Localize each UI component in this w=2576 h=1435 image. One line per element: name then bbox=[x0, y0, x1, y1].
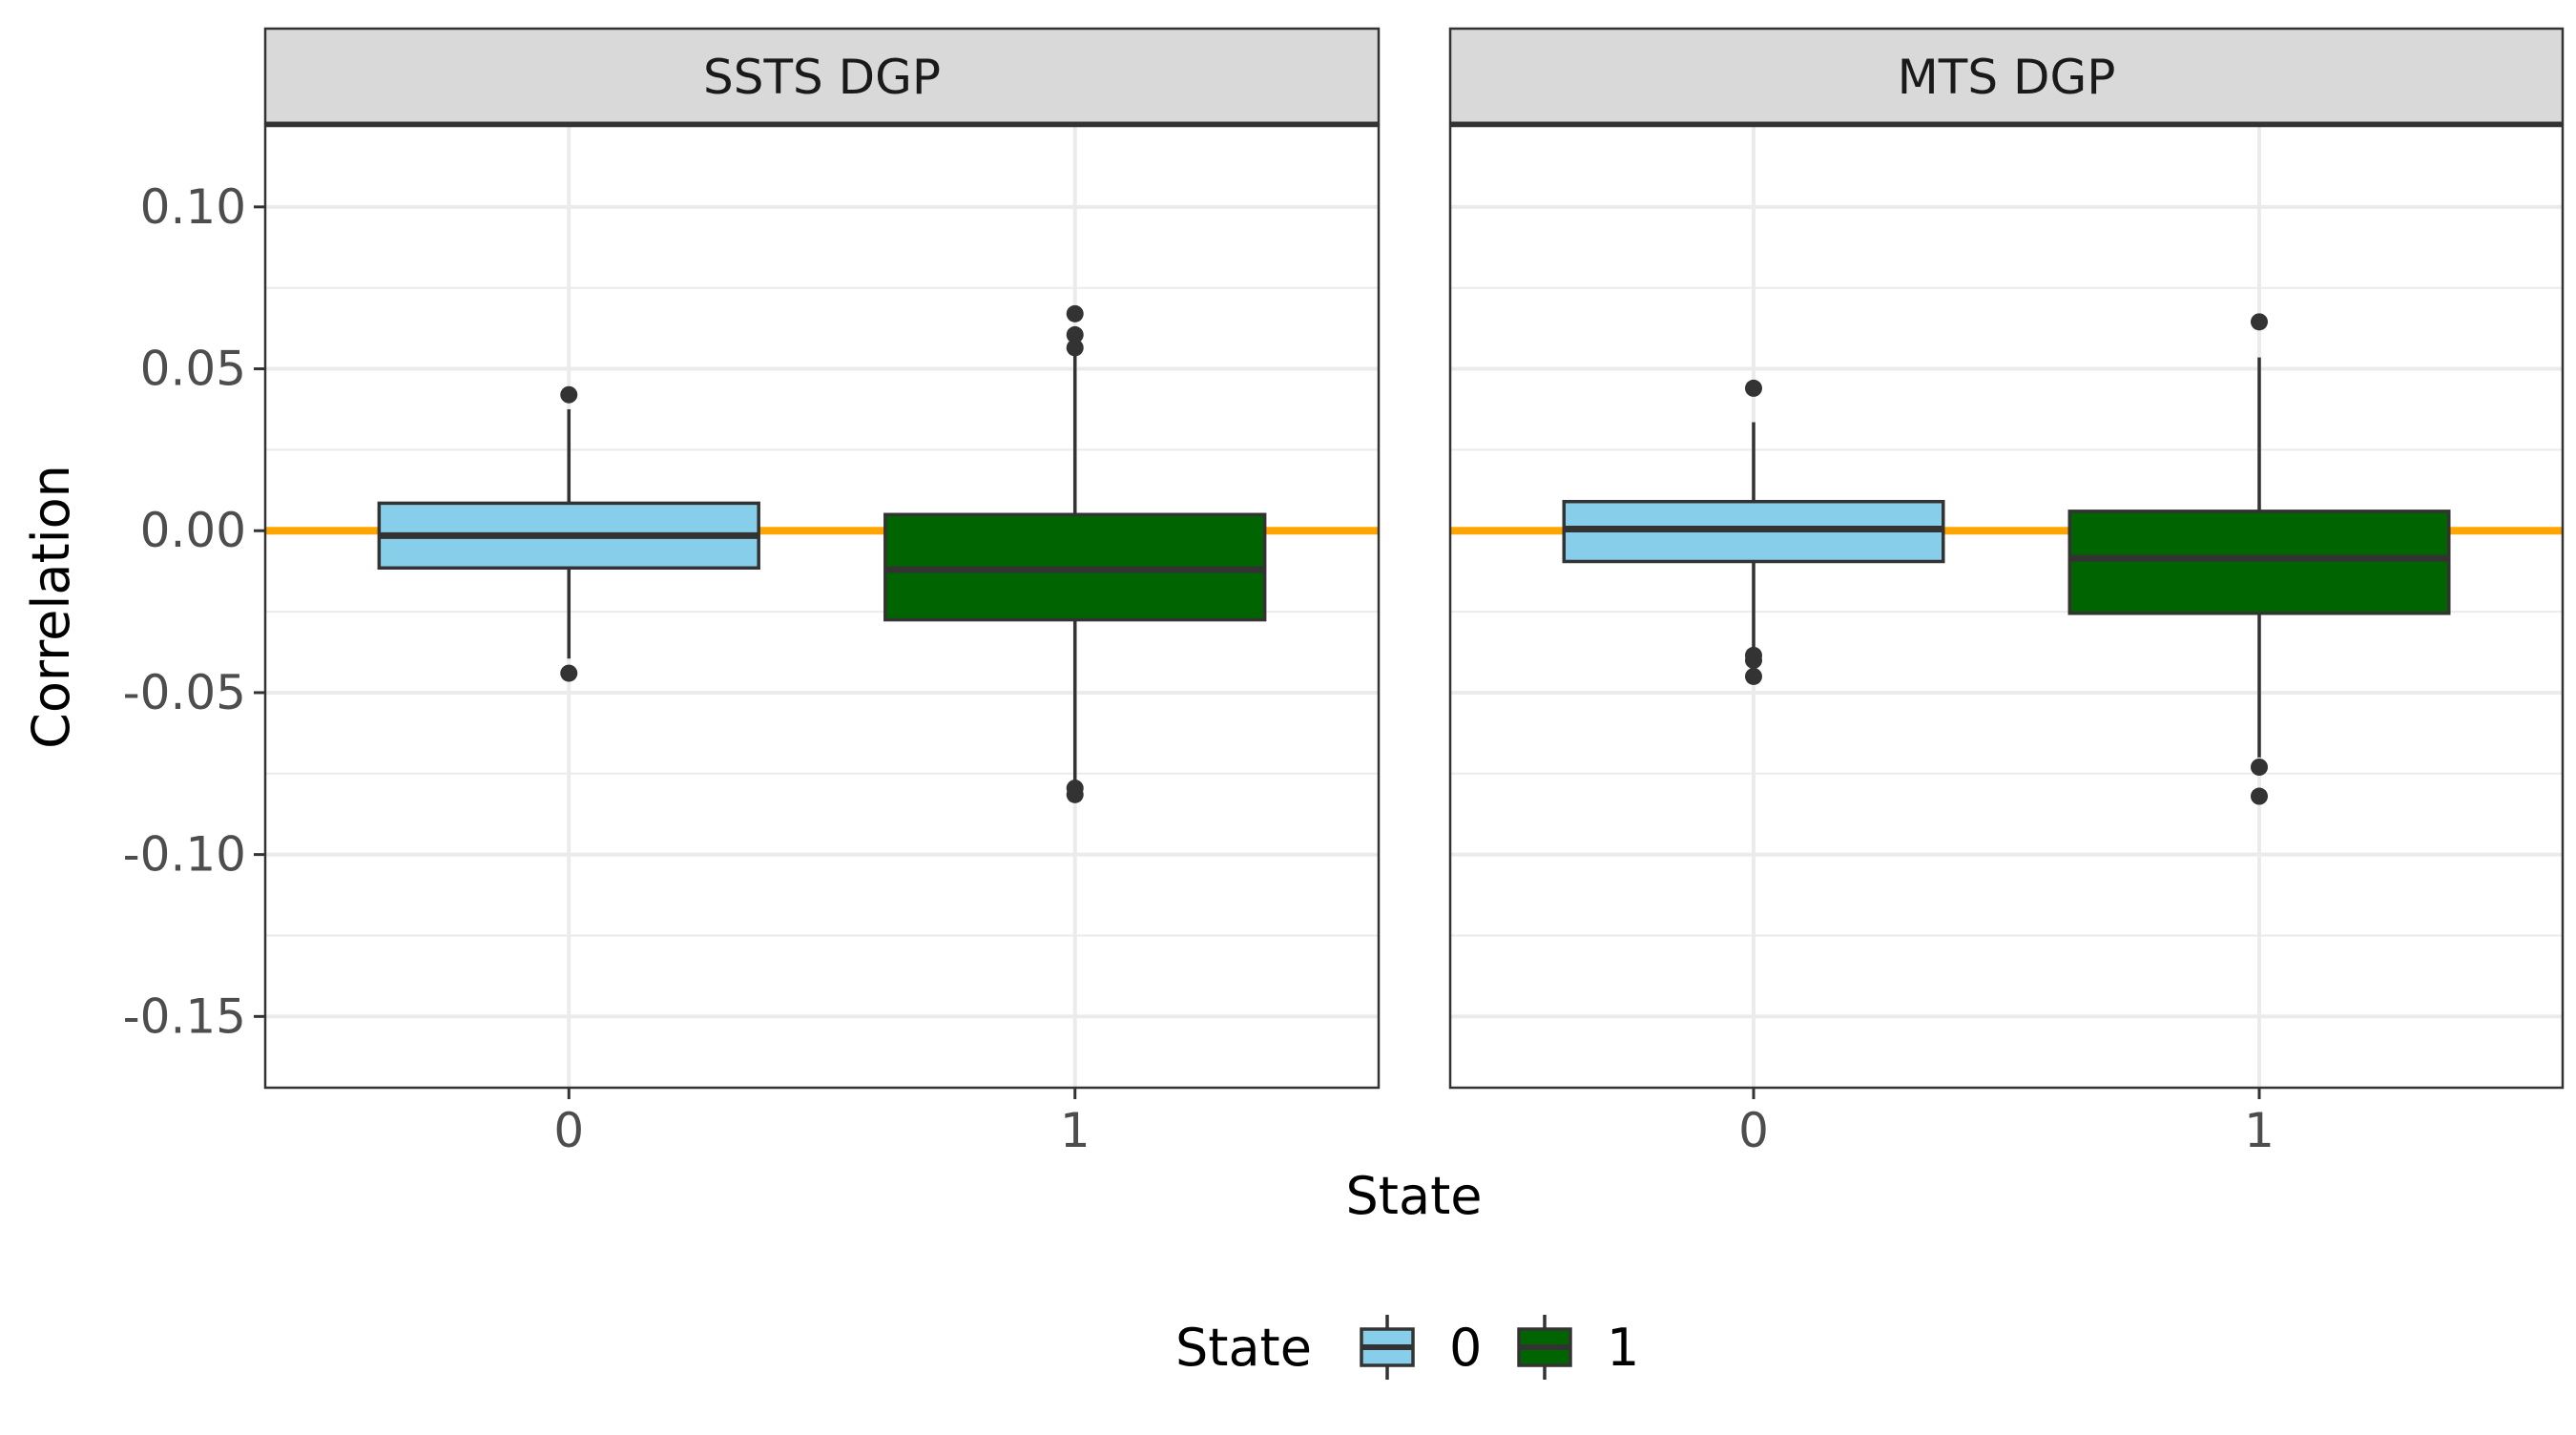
outlier-point bbox=[1066, 339, 1084, 357]
outlier-point bbox=[1066, 785, 1084, 803]
x-tick-label: 0 bbox=[553, 1103, 584, 1158]
y-tick-label: -0.15 bbox=[123, 988, 246, 1044]
legend-label: 1 bbox=[1607, 1318, 1639, 1378]
outlier-point bbox=[560, 664, 578, 682]
x-tick-label: 1 bbox=[2244, 1103, 2275, 1158]
y-tick-label: 0.10 bbox=[140, 179, 246, 235]
y-tick-label: 0.05 bbox=[140, 342, 246, 397]
outlier-point bbox=[2251, 313, 2268, 331]
outlier-point bbox=[1066, 304, 1084, 322]
box-iqr bbox=[2067, 510, 2451, 615]
outlier-point bbox=[1745, 667, 1762, 685]
legend-title: State bbox=[1175, 1318, 1312, 1378]
facet-title: SSTS DGP bbox=[703, 50, 941, 105]
facet-strip bbox=[1448, 27, 2565, 126]
outlier-point bbox=[1745, 379, 1762, 397]
outlier-point bbox=[1745, 652, 1762, 669]
y-tick-label: -0.10 bbox=[123, 827, 246, 883]
outlier-point bbox=[1066, 325, 1084, 343]
y-axis-title: Correlation bbox=[21, 465, 81, 749]
outlier-point bbox=[2251, 759, 2268, 776]
facet-strip bbox=[263, 27, 1381, 126]
y-tick-label: -0.05 bbox=[123, 665, 246, 720]
x-axis-title: State bbox=[1346, 1166, 1483, 1226]
facet-title: MTS DGP bbox=[1898, 50, 2116, 105]
x-tick-label: 0 bbox=[1738, 1103, 1769, 1158]
outlier-point bbox=[2251, 787, 2268, 805]
outlier-point bbox=[560, 385, 578, 404]
x-tick-label: 1 bbox=[1060, 1103, 1091, 1158]
y-tick-label: 0.00 bbox=[140, 503, 246, 558]
legend-label: 0 bbox=[1449, 1318, 1482, 1378]
